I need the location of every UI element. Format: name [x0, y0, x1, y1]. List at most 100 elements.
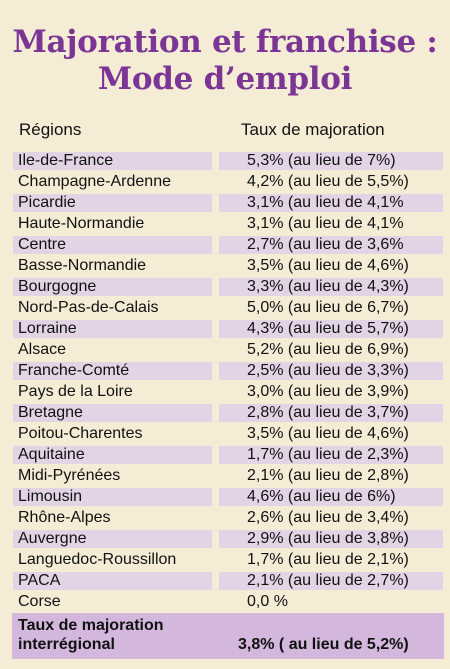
total-label-line-2: interrégional: [18, 636, 115, 653]
row-shade-region: [13, 152, 212, 170]
region-name: Pays de la Loire: [18, 383, 133, 400]
row-shade-rate: [219, 278, 443, 296]
row-shade-rate: [219, 320, 443, 338]
table-row: Haute-Normandie 3,1% (au lieu de 4,1%: [0, 213, 450, 234]
region-rate: 4,3% (au lieu de 5,7%): [247, 320, 409, 337]
total-label-line-1: Taux de majoration: [18, 617, 164, 634]
region-name: Alsace: [18, 341, 67, 358]
header-rate: Taux de majoration: [241, 120, 385, 139]
title-line-2: Mode d’emploi: [97, 61, 353, 97]
region-name: Rhône-Alpes: [18, 509, 111, 526]
row-shade-region: [13, 194, 212, 212]
region-name: Languedoc-Roussillon: [18, 551, 177, 568]
region-rate: 2,5% (au lieu de 3,3%): [247, 362, 409, 379]
region-rate: 3,5% (au lieu de 4,6%): [247, 257, 409, 274]
region-rate: 4,6% (au lieu de 6%): [247, 488, 396, 505]
region-name: Haute-Normandie: [18, 215, 145, 232]
region-name: Lorraine: [18, 320, 77, 337]
total-value: 3,8% ( au lieu de 5,2%): [238, 636, 409, 653]
region-name: Midi-Pyrénées: [18, 467, 121, 484]
row-shade-rate: [219, 152, 443, 170]
region-rate: 2,9% (au lieu de 3,8%): [247, 530, 409, 547]
region-rate: 3,1% (au lieu de 4,1%: [247, 194, 404, 211]
region-name: Nord-Pas-de-Calais: [18, 299, 159, 316]
region-name: Picardie: [18, 194, 76, 211]
table-row: Poitou-Charentes 3,5% (au lieu de 4,6%): [0, 423, 450, 444]
row-shade-region: [13, 278, 212, 296]
table-row: Basse-Normandie 3,5% (au lieu de 4,6%): [0, 255, 450, 276]
region-rate: 5,3% (au lieu de 7%): [247, 152, 396, 169]
table-row: Nord-Pas-de-Calais 5,0% (au lieu de 6,7%): [0, 297, 450, 318]
table-row: Lorraine 4,3% (au lieu de 5,7%): [0, 318, 450, 339]
region-rate: 3,1% (au lieu de 4,1%: [247, 215, 404, 232]
header-regions: Régions: [19, 120, 82, 139]
row-shade-rate: [219, 362, 443, 380]
row-shade-region: [13, 320, 212, 338]
region-rate: 1,7% (au lieu de 2,3%): [247, 446, 409, 463]
region-name: Franche-Comté: [18, 362, 130, 379]
table-header: Régions Taux de majoration: [0, 120, 450, 142]
region-name: Ile-de-France: [18, 152, 114, 169]
region-rate: 2,6% (au lieu de 3,4%): [247, 509, 409, 526]
row-shade-region: [13, 446, 212, 464]
table-row: Bretagne 2,8% (au lieu de 3,7%): [0, 402, 450, 423]
table-row: Corse 0,0 %: [0, 591, 450, 612]
region-rate: 3,3% (au lieu de 4,3%): [247, 278, 409, 295]
row-shade-rate: [219, 404, 443, 422]
region-rate: 2,7% (au lieu de 3,6%: [247, 236, 404, 253]
page-title: Majoration et franchise : Mode d’emploi: [0, 0, 450, 98]
row-shade-rate: [219, 236, 443, 254]
region-rate: 2,1% (au lieu de 2,7%): [247, 572, 409, 589]
title-line-1: Majoration et franchise :: [12, 24, 438, 60]
region-name: Centre: [18, 236, 67, 253]
total-label: Taux de majoration interrégional: [18, 616, 164, 654]
region-rate: 4,2% (au lieu de 5,5%): [247, 173, 409, 190]
total-row: Taux de majoration interrégional 3,8% ( …: [12, 613, 444, 659]
region-rate: 3,0% (au lieu de 3,9%): [247, 383, 409, 400]
region-rate: 2,1% (au lieu de 2,8%): [247, 467, 409, 484]
row-shade-region: [13, 572, 212, 590]
table-row: Alsace 5,2% (au lieu de 6,9%): [0, 339, 450, 360]
region-name: Basse-Normandie: [18, 257, 147, 274]
table-row: Rhône-Alpes 2,6% (au lieu de 3,4%): [0, 507, 450, 528]
region-name: PACA: [18, 572, 61, 589]
table-row: Limousin 4,6% (au lieu de 6%): [0, 486, 450, 507]
table-row: Midi-Pyrénées 2,1% (au lieu de 2,8%): [0, 465, 450, 486]
region-name: Poitou-Charentes: [18, 425, 143, 442]
region-rate: 2,8% (au lieu de 3,7%): [247, 404, 409, 421]
table-row: Languedoc-Roussillon 1,7% (au lieu de 2,1…: [0, 549, 450, 570]
region-rate: 1,7% (au lieu de 2,1%): [247, 551, 409, 568]
region-name: Limousin: [18, 488, 83, 505]
row-shade-region: [13, 530, 212, 548]
table-row: PACA 2,1% (au lieu de 2,7%): [0, 570, 450, 591]
region-name: Bourgogne: [18, 278, 97, 295]
region-name: Aquitaine: [18, 446, 85, 463]
row-shade-region: [13, 236, 212, 254]
table-row: Pays de la Loire 3,0% (au lieu de 3,9%): [0, 381, 450, 402]
table-row: Centre 2,7% (au lieu de 3,6%: [0, 234, 450, 255]
region-name: Champagne-Ardenne: [18, 173, 171, 190]
table-row: Franche-Comté 2,5% (au lieu de 3,3%): [0, 360, 450, 381]
region-name: Corse: [18, 593, 61, 610]
row-shade-region: [13, 488, 212, 506]
region-rate: 5,0% (au lieu de 6,7%): [247, 299, 409, 316]
region-name: Bretagne: [18, 404, 83, 421]
row-shade-rate: [219, 572, 443, 590]
table-body: Ile-de-France 5,3% (au lieu de 7%) Champag…: [0, 150, 450, 612]
table-row: Champagne-Ardenne 4,2% (au lieu de 5,5%): [0, 171, 450, 192]
table-row: Ile-de-France 5,3% (au lieu de 7%): [0, 150, 450, 171]
region-rate: 0,0 %: [247, 593, 288, 610]
row-shade-region: [13, 362, 212, 380]
table-row: Aquitaine 1,7% (au lieu de 2,3%): [0, 444, 450, 465]
region-name: Auvergne: [18, 530, 87, 547]
row-shade-rate: [219, 530, 443, 548]
region-rate: 3,5% (au lieu de 4,6%): [247, 425, 409, 442]
table-row: Auvergne 2,9% (au lieu de 3,8%): [0, 528, 450, 549]
table-row: Bourgogne 3,3% (au lieu de 4,3%): [0, 276, 450, 297]
row-shade-rate: [219, 194, 443, 212]
region-rate: 5,2% (au lieu de 6,9%): [247, 341, 409, 358]
row-shade-rate: [219, 446, 443, 464]
row-shade-rate: [219, 488, 443, 506]
table-row: Picardie 3,1% (au lieu de 4,1%: [0, 192, 450, 213]
